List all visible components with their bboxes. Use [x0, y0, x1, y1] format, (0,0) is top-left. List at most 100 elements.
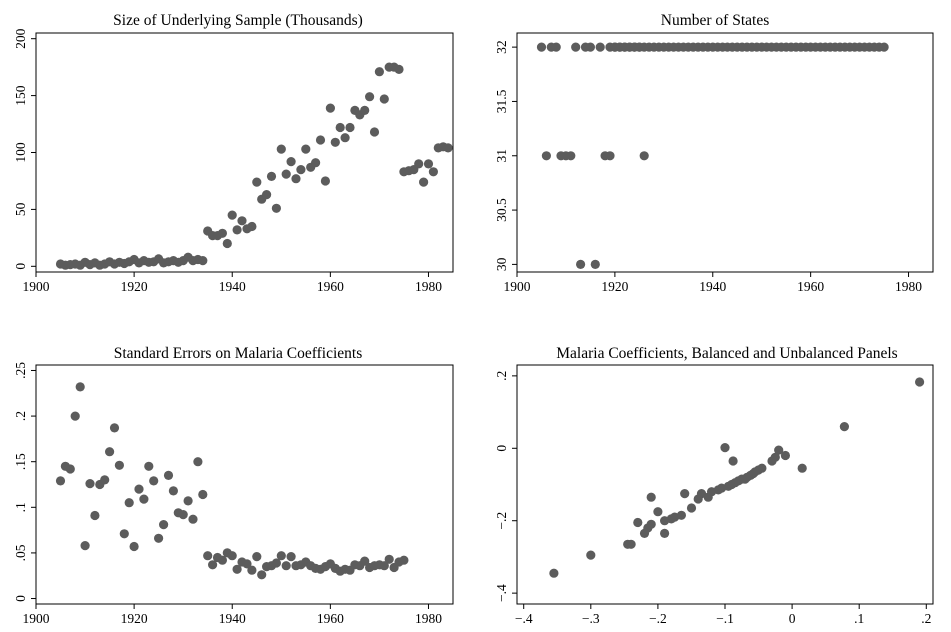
data-point [536, 42, 547, 52]
data-point [183, 496, 193, 506]
data-point [839, 422, 850, 432]
y-tick-label: 32 [494, 40, 509, 54]
data-point [291, 174, 301, 184]
panel-number-of-states: Number of States 1900 1920 1940 1960 1980 30 3… [494, 12, 934, 294]
plot-frame [516, 32, 934, 273]
y-tick-label: 31 [494, 149, 509, 163]
x-tick-label: −.4 [515, 611, 533, 626]
y-tick-label: 31.5 [494, 89, 509, 113]
data-point [605, 151, 615, 161]
panel-standard-errors: Standard Errors on Malaria Coefficients … [13, 345, 454, 626]
y-tick-label: 0 [13, 595, 28, 602]
x-tick-label: −.3 [582, 611, 600, 626]
data-point [757, 463, 767, 473]
data-points [55, 382, 409, 580]
y-tick-label: 30.5 [494, 198, 509, 222]
x-tick-label: −.1 [716, 611, 734, 626]
data-point [360, 105, 370, 115]
x-tick-label: 1900 [23, 279, 50, 294]
data-point [680, 489, 690, 499]
data-point [720, 443, 730, 453]
data-point [198, 256, 208, 266]
data-point [423, 159, 434, 169]
data-point [394, 64, 404, 74]
data-point [585, 42, 596, 52]
data-point [193, 457, 203, 467]
data-point [728, 456, 738, 466]
y-tick-label: 150 [13, 85, 28, 106]
y-tick-label: .2 [13, 411, 28, 421]
data-point [590, 259, 600, 269]
data-point [178, 509, 188, 520]
x-tick-label: 1960 [797, 279, 824, 294]
x-tick-label: 1920 [121, 611, 148, 626]
y-tick-label: .05 [13, 544, 28, 561]
data-point [257, 570, 267, 580]
data-point [266, 171, 277, 181]
y-tick-label: 100 [13, 142, 28, 163]
plot-frame [35, 364, 454, 605]
x-tick-label: 1920 [601, 279, 628, 294]
data-point [915, 377, 925, 387]
data-point [646, 492, 656, 502]
data-point [198, 489, 208, 500]
data-point [286, 552, 296, 562]
data-point [222, 238, 232, 249]
data-point [242, 559, 252, 569]
data-point [85, 479, 95, 489]
data-point [586, 550, 596, 560]
data-point [797, 463, 807, 473]
data-point [315, 135, 326, 145]
x-tick-label: 1920 [121, 279, 148, 294]
data-point [335, 122, 345, 133]
y-tick-label: 50 [13, 202, 28, 216]
data-point [144, 461, 154, 471]
data-point [203, 551, 213, 561]
data-point [281, 169, 291, 179]
data-point [227, 551, 237, 561]
x-tick-label: .1 [854, 611, 864, 626]
y-tick-label: .1 [13, 502, 28, 512]
data-point [262, 190, 272, 200]
data-point [55, 476, 66, 486]
panel-title: Malaria Coefficients, Balanced and Unbal… [556, 345, 897, 362]
data-point [639, 151, 649, 161]
data-point [414, 159, 424, 169]
data-point [780, 450, 791, 461]
data-point [105, 447, 115, 457]
panel-sample-size: Size of Underlying Sample (Thousands) 19… [13, 12, 454, 294]
x-tick-label: 1980 [415, 611, 442, 626]
x-tick-label: .2 [921, 611, 931, 626]
data-point [379, 94, 389, 104]
x-tick-label: −.2 [649, 611, 667, 626]
y-tick-label: 30 [494, 257, 509, 271]
data-point [686, 503, 697, 513]
axis-ticks: −.4 −.3 −.2 −.1 0 .1 .2 −.4 −.2 0 .2 [494, 371, 931, 626]
axis-ticks: 1900 1920 1940 1960 1980 0 .05 .1 .15 .2 .25 [13, 362, 442, 626]
data-point [100, 475, 110, 485]
data-point [774, 445, 784, 455]
x-tick-label: 1940 [699, 279, 726, 294]
data-points [549, 377, 925, 578]
data-point [374, 67, 384, 77]
data-point [247, 565, 257, 575]
data-point [311, 158, 321, 168]
data-points [536, 42, 889, 269]
data-point [571, 42, 581, 52]
data-point [217, 228, 227, 238]
data-point [428, 167, 438, 177]
x-tick-label: 0 [789, 611, 796, 626]
data-point [129, 541, 139, 552]
data-point [320, 176, 330, 186]
x-tick-label: 1900 [23, 611, 50, 626]
data-point [168, 486, 178, 496]
data-point [154, 533, 164, 543]
data-point [237, 216, 247, 226]
axis-ticks: 1900 1920 1940 1960 1980 0 50 100 150 200 [13, 28, 442, 294]
y-tick-label: 0 [13, 263, 28, 270]
data-point [90, 510, 100, 521]
data-point [626, 539, 636, 549]
data-point [227, 210, 237, 220]
data-point [379, 561, 389, 571]
data-point [159, 520, 169, 530]
